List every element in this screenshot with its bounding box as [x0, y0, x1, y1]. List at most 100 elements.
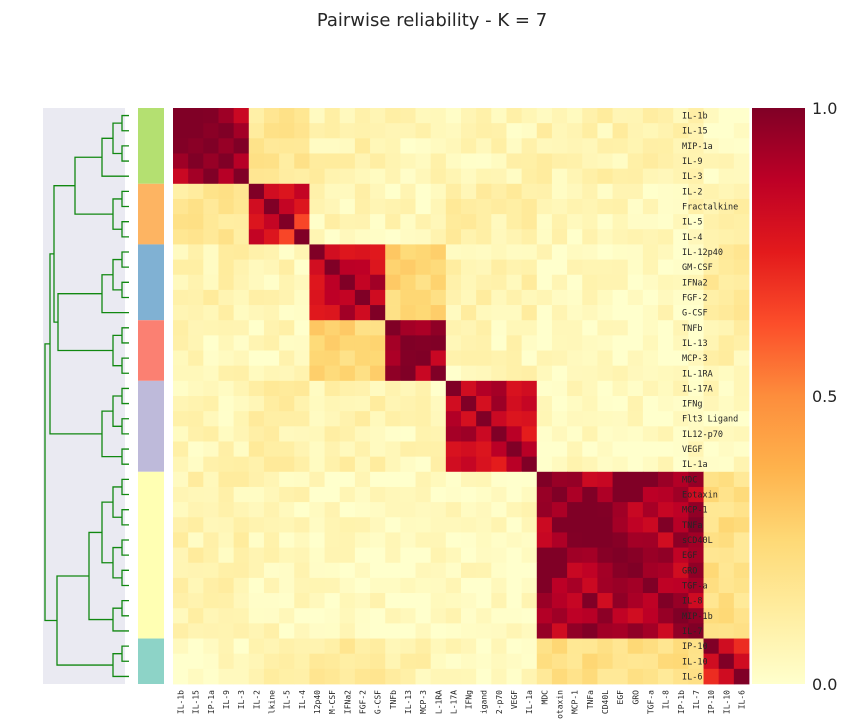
heatmap-cell: [461, 517, 477, 533]
heatmap-cell: [218, 320, 235, 336]
heatmap-cell: [203, 259, 219, 276]
heatmap-cell: [733, 229, 750, 245]
heatmap-cell: [309, 350, 325, 367]
heatmap-cell: [642, 305, 659, 321]
heatmap-cell: [536, 593, 553, 609]
heatmap-cell: [642, 517, 659, 533]
heatmap-cell: [263, 638, 280, 655]
heatmap-cell: [385, 532, 401, 548]
heatmap-cell: [567, 305, 583, 321]
heatmap-cell: [703, 668, 720, 685]
heatmap-cell: [309, 380, 325, 397]
heatmap-cell: [491, 502, 507, 518]
heatmap-cell: [248, 638, 265, 655]
heatmap-cell: [536, 577, 553, 594]
heatmap-cell: [385, 123, 401, 139]
heatmap-cell: [612, 123, 629, 139]
heatmap-cell: [688, 365, 704, 382]
heatmap-cell: [536, 471, 553, 488]
heatmap-cell: [400, 608, 416, 624]
heatmap-cell: [461, 365, 477, 382]
heatmap-cell: [642, 123, 659, 139]
heatmap-cell: [294, 456, 310, 473]
heatmap-cell: [567, 259, 583, 276]
heatmap-cell: [688, 244, 704, 260]
heatmap-cell: [370, 274, 386, 291]
heatmap-cell: [173, 274, 189, 291]
heatmap-cell: [688, 350, 704, 367]
cluster-color-segment: [138, 244, 164, 321]
heatmap-cell: [309, 320, 325, 336]
heatmap-cell: [673, 441, 689, 458]
heatmap-cell: [233, 562, 250, 579]
heatmap-cell: [233, 380, 250, 397]
heatmap-cell: [415, 411, 432, 427]
heatmap-cell: [461, 441, 477, 458]
heatmap-cell: [279, 411, 295, 427]
heatmap-cell: [339, 320, 356, 336]
heatmap-cell: [688, 547, 704, 564]
heatmap-cell: [521, 608, 538, 624]
heatmap-cell: [203, 380, 219, 397]
heatmap-cell: [642, 623, 659, 639]
heatmap-cell: [339, 289, 356, 306]
heatmap-cell: [567, 608, 583, 624]
heatmap-cell: [551, 517, 568, 533]
heatmap-cell: [415, 123, 432, 139]
heatmap-cell: [658, 486, 674, 503]
heatmap-cell: [354, 365, 371, 382]
heatmap-cell: [627, 320, 644, 336]
heatmap-cell: [658, 183, 674, 200]
heatmap-cell: [718, 638, 735, 655]
colorbar-ticks: 1.00.50.0: [812, 99, 837, 694]
heatmap-cell: [370, 577, 386, 594]
heatmap-cell: [400, 259, 416, 276]
heatmap-cell: [445, 259, 462, 276]
heatmap-cell: [324, 411, 341, 427]
heatmap-cell: [415, 456, 432, 473]
column-label: VEGF: [510, 690, 519, 709]
heatmap-cell: [612, 547, 629, 564]
heatmap-cell: [203, 214, 219, 230]
heatmap-cell: [263, 289, 280, 306]
heatmap-cell: [430, 593, 447, 609]
heatmap-cell: [354, 229, 371, 245]
heatmap-cell: [627, 123, 644, 139]
heatmap-cell: [521, 426, 538, 442]
heatmap-cell: [461, 198, 477, 215]
heatmap-cell: [279, 335, 295, 351]
heatmap-cell: [612, 198, 629, 215]
heatmap-cell: [567, 183, 583, 200]
heatmap-cell: [506, 365, 523, 382]
heatmap-cell: [445, 244, 462, 260]
heatmap-cell: [354, 668, 371, 685]
heatmap-cell: [718, 259, 735, 276]
heatmap-cell: [536, 380, 553, 397]
heatmap-cell: [324, 335, 341, 351]
heatmap-cell: [688, 411, 704, 427]
heatmap-cell: [233, 486, 250, 503]
heatmap-cell: [642, 426, 659, 442]
heatmap-cell: [658, 668, 674, 685]
heatmap-cell: [476, 562, 492, 579]
heatmap-cell: [582, 653, 598, 670]
heatmap-cell: [642, 547, 659, 564]
heatmap-cell: [627, 411, 644, 427]
heatmap-cell: [400, 229, 416, 245]
heatmap-cell: [385, 168, 401, 185]
heatmap-cell: [582, 456, 598, 473]
column-label: IL-13: [404, 690, 413, 714]
heatmap-cell: [627, 274, 644, 291]
heatmap-cell: [521, 274, 538, 291]
heatmap-cell: [476, 138, 492, 154]
heatmap-cell: [233, 668, 250, 685]
heatmap-cell: [445, 653, 462, 670]
heatmap-cell: [385, 350, 401, 367]
heatmap-cell: [536, 335, 553, 351]
heatmap-cell: [476, 123, 492, 139]
heatmap-cell: [521, 562, 538, 579]
heatmap-cell: [354, 183, 371, 200]
heatmap-cell: [703, 623, 720, 639]
heatmap-cell: [733, 289, 750, 306]
heatmap-cell: [263, 123, 280, 139]
